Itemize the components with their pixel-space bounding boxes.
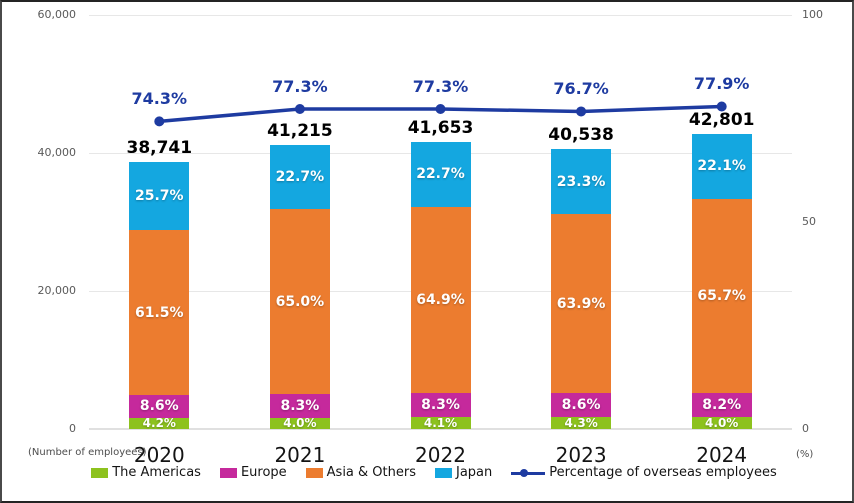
legend-label: Percentage of overseas employees [549,465,777,480]
bar-segment-the-americas: 4.3% [551,415,612,430]
bar-segment-the-americas: 4.2% [129,416,190,431]
legend-swatch-asia-others [305,467,323,478]
segment-percentage-label: 8.6% [561,396,601,413]
bar-total-label: 42,801 [688,109,755,130]
legend-label: The Americas [112,465,201,480]
legend-label: Asia & Others [326,465,416,480]
segment-percentage-label: 61.5% [135,304,184,321]
bar-segment-asia-others: 64.9% [410,206,471,394]
bar-segment-japan: 22.7% [269,144,330,210]
segment-percentage-label: 4.1% [423,416,458,431]
x-axis-label-2021: 2021 [274,443,326,467]
legend-item-asia-others: Asia & Others [305,465,416,480]
legend-item-japan: Japan [435,465,492,480]
line-point-label: 77.3% [412,76,469,96]
segment-percentage-label: 23.3% [556,173,606,190]
bar-segment-asia-others: 65.0% [269,209,330,394]
bar-segment-europe: 8.3% [410,393,471,418]
y-axis-left-tick: 40,000 [37,146,77,159]
left-axis-unit-label: (Number of employees) [28,447,147,458]
segment-percentage-label: 22.1% [697,158,746,175]
segment-percentage-label: 8.3% [421,397,460,414]
segment-percentage-label: 65.7% [697,287,746,304]
line-point-label: 77.9% [693,74,750,94]
legend-label: Europe [240,465,287,480]
bar-segment-asia-others: 65.7% [691,198,752,393]
bar-total-label: 41,653 [407,117,474,138]
segment-percentage-label: 25.7% [135,188,184,205]
segment-percentage-label: 22.7% [416,166,465,183]
bar-total-label: 41,215 [267,120,333,141]
bar-segment-japan: 23.3% [551,149,612,215]
legend-item-europe: Europe [219,465,287,480]
segment-percentage-label: 22.7% [275,168,325,185]
bar-segment-japan: 22.1% [691,133,752,199]
bar-total-label: 40,538 [548,125,614,146]
line-point-marker [576,106,587,117]
legend-item-the-americas: The Americas [91,465,201,480]
x-axis-label-2020: 2020 [133,443,185,467]
bar-segment-asia-others: 63.9% [551,214,612,393]
bar-segment-europe: 8.2% [691,392,752,418]
segment-percentage-label: 4.3% [564,415,598,430]
segment-percentage-label: 63.9% [556,295,606,312]
y-axis-right-tick: 50 [802,215,816,228]
y-axis-left-tick: 20,000 [37,284,77,297]
bar-segment-the-americas: 4.0% [269,416,330,431]
segment-percentage-label: 4.2% [142,416,176,431]
legend-swatch-the-americas [91,467,109,478]
bar-segment-asia-others: 61.5% [129,230,190,395]
bar-segment-the-americas: 4.1% [410,416,471,431]
segment-percentage-label: 65.0% [275,293,325,310]
segment-percentage-label: 64.9% [416,292,465,309]
segment-percentage-label: 4.0% [283,416,317,431]
line-point-label: 76.7% [553,79,609,99]
line-point-marker [435,103,446,114]
gridline [89,428,792,430]
legend-label: Japan [456,465,493,480]
right-axis-unit-label: (%) [796,449,814,460]
segment-percentage-label: 8.6% [139,398,179,415]
line-point-marker [154,116,165,127]
line-point-label: 77.3% [272,76,328,96]
legend-swatch-japan [435,467,452,478]
bar-segment-europe: 8.3% [269,394,330,418]
y-axis-right-tick: 100 [802,8,823,21]
legend-swatch-europe [219,467,237,478]
bar-total-label: 38,741 [126,137,193,158]
bar-segment-the-americas: 4.0% [691,416,752,431]
bar-segment-europe: 8.6% [129,394,190,418]
bar-segment-europe: 8.6% [551,392,612,417]
line-point-label: 74.3% [131,89,188,109]
gridline [89,15,792,16]
bar-segment-japan: 22.7% [410,141,471,207]
segment-percentage-label: 8.3% [280,397,320,414]
line-point-marker [294,103,305,114]
y-axis-right-tick: 0 [802,422,809,435]
legend-item-percentage-of-overseas-employees: Percentage of overseas employees [511,465,777,480]
y-axis-left-tick: 60,000 [37,8,77,21]
x-axis-label-2024: 2024 [696,443,748,467]
legend-line-marker-icon [511,468,546,478]
segment-percentage-label: 8.2% [702,397,742,414]
bar-segment-japan: 25.7% [129,161,190,231]
segment-percentage-label: 4.0% [705,416,739,431]
x-axis-label-2023: 2023 [555,443,607,467]
x-axis-label-2022: 2022 [415,443,466,467]
y-axis-left-tick: 0 [69,422,76,435]
legend: The Americas Europe Asia & Others Japan Perc… [16,465,852,480]
